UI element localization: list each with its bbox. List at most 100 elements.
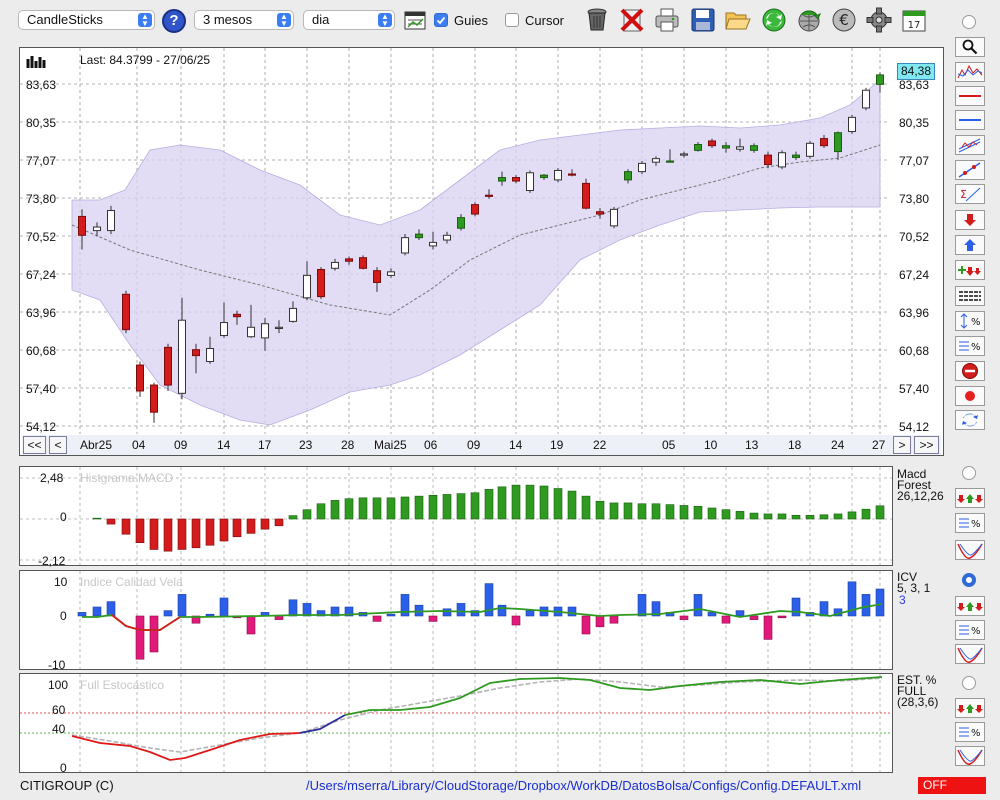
macd-bar [497,486,507,520]
chart-type-select[interactable]: CandleSticks ▲ ▼ [18,10,155,30]
calendar-17-icon: 17 [902,10,926,32]
candle-body [93,226,101,232]
x-axis-label: 14 [509,438,523,452]
config-path-link[interactable]: /Users/mserra/Library/CloudStorage/Dropb… [306,778,862,793]
y-axis-label-left: 73,80 [26,192,57,206]
candle-body [303,274,311,299]
candle-body [401,237,409,254]
y-axis-label-left: 60,68 [26,344,57,358]
icv-bar [595,615,605,628]
zoom-button[interactable] [955,37,985,57]
icv-bar [749,615,759,620]
y-axis-label-left: 57,40 [26,382,57,396]
candle-body [792,154,800,158]
guides-checkbox[interactable] [434,13,448,27]
save-icon [691,8,715,32]
stoch-label-2: FULL [897,684,927,698]
table-button[interactable] [955,286,985,306]
svg-text:17: 17 [908,20,921,31]
range-percent-button[interactable]: % [955,311,985,331]
icv-bar [875,588,885,617]
svg-text:Σ: Σ [960,188,967,201]
candle-body [876,74,884,85]
calendar-grid-button[interactable] [401,6,429,34]
off-status-badge[interactable]: OFF [918,777,986,794]
candle-body [526,172,534,191]
period-select[interactable]: 3 mesos ▲ ▼ [194,10,294,30]
add-signal-button[interactable] [955,260,985,280]
trendline-icon [958,162,981,178]
candle-body [610,208,618,227]
candle-body [317,268,325,298]
refresh-button[interactable] [760,6,788,34]
macd-bar [246,518,256,534]
icv-bar [456,603,466,617]
macd-percent-button[interactable]: % [955,513,985,533]
candle-body [331,261,339,269]
stoch-curve-button[interactable] [955,746,985,766]
icv-label-3: 3 [899,593,906,607]
open-folder-button[interactable] [724,6,752,34]
delete-button[interactable] [618,6,646,34]
radio-main[interactable] [962,15,976,29]
percent-lines-icon: % [959,625,981,637]
euro-button[interactable]: € [830,6,858,34]
stoch-tick-100: 100 [48,678,69,692]
cursor-checkbox[interactable] [505,13,519,27]
sigma-icon: Σ [960,187,981,202]
radio-icv-selected[interactable] [962,573,976,587]
save-button[interactable] [689,6,717,34]
stochastic-panel [19,673,893,773]
icv-bar [470,610,480,617]
nav-prev-button[interactable]: < [49,436,67,454]
nav-last-button[interactable]: >> [914,436,939,454]
help-icon[interactable]: ? [162,9,186,33]
macd-histogram[interactable] [20,467,892,565]
x-axis-label: 28 [341,438,355,452]
sigma-button[interactable]: Σ [955,184,985,204]
x-axis-label: 14 [217,438,231,452]
x-axis-label: 09 [467,438,481,452]
indicator-overlay-button[interactable] [955,62,985,82]
nav-first-button[interactable]: << [23,436,46,454]
icv-percent-button[interactable]: % [955,620,985,640]
trash-button[interactable] [583,6,611,34]
swap-button[interactable] [955,410,985,430]
folder-open-icon [725,12,751,30]
percent-lines-button[interactable]: % [955,336,985,356]
candle-body [680,153,688,156]
globe-arrow-button[interactable] [795,6,823,34]
stochastic-slow-line [71,677,883,753]
radio-macd[interactable] [962,466,976,480]
macd-label-2: Forest [897,478,932,492]
red-dot-icon [965,391,975,401]
macd-bar [679,505,689,520]
up-arrow-button[interactable] [955,235,985,255]
channel-button[interactable] [955,135,985,155]
stop-button[interactable] [955,361,985,381]
macd-bar [400,496,410,520]
price-chart[interactable] [20,48,943,434]
interval-select[interactable]: dia ▲ ▼ [303,10,395,30]
stochastic-chart[interactable] [20,674,892,772]
macd-bar [805,514,815,520]
record-button[interactable] [955,386,985,406]
stoch-label-3: (28,3,6) [897,695,939,709]
macd-arrows-button[interactable] [955,488,985,508]
icv-arrows-button[interactable] [955,596,985,616]
down-arrow-button[interactable] [955,210,985,230]
trendline-button[interactable] [955,160,985,180]
settings-button[interactable] [865,6,893,34]
blue-line-button[interactable] [955,110,985,130]
radio-stoch[interactable] [962,676,976,690]
calendar-button[interactable]: 17 [900,6,928,34]
red-line-button[interactable] [955,86,985,106]
candle-body [848,116,856,133]
nav-next-button[interactable]: > [893,436,911,454]
macd-curve-button[interactable] [955,540,985,560]
icv-chart[interactable] [20,571,892,669]
stoch-arrows-button[interactable] [955,698,985,718]
print-button[interactable] [653,6,681,34]
icv-curve-button[interactable] [955,644,985,664]
stoch-percent-button[interactable]: % [955,722,985,742]
